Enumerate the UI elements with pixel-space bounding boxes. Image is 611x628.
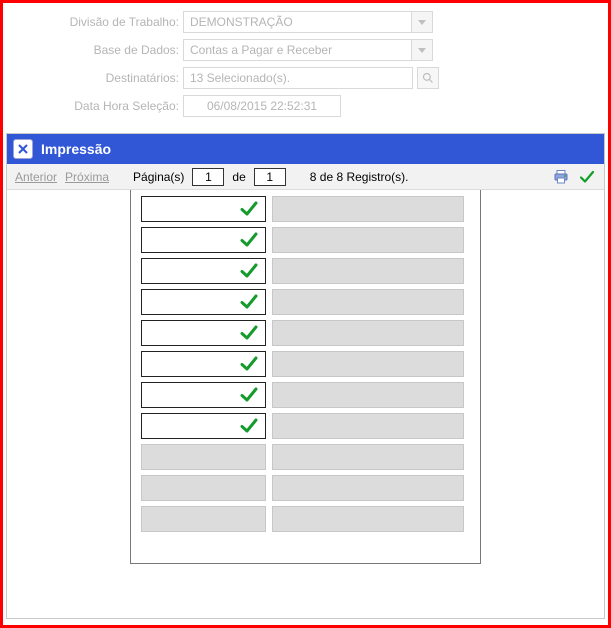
grid-row xyxy=(141,475,470,501)
page-current-input[interactable] xyxy=(192,168,224,186)
app-frame: Divisão de Trabalho: DEMONSTRAÇÃO Base d… xyxy=(0,0,611,628)
chevron-down-icon xyxy=(418,48,426,53)
grid-row xyxy=(141,413,470,439)
dest-label: Destinatários: xyxy=(13,71,183,85)
grid-cell-value xyxy=(272,196,464,222)
row-divisao: Divisão de Trabalho: DEMONSTRAÇÃO xyxy=(13,11,598,33)
grid-row xyxy=(141,506,470,532)
confirm-button[interactable] xyxy=(578,168,596,186)
print-button[interactable] xyxy=(552,168,570,186)
base-value: Contas a Pagar e Receber xyxy=(190,43,332,57)
datahora-label: Data Hora Seleção: xyxy=(13,99,183,113)
print-panel: Impressão Anterior Próxima Página(s) de … xyxy=(6,133,605,619)
search-icon xyxy=(422,72,434,84)
grid-cell-status xyxy=(141,444,266,470)
grid-cell-value xyxy=(272,289,464,315)
grid-cell-value xyxy=(272,320,464,346)
panel-content xyxy=(7,190,604,618)
datahora-field[interactable]: 06/08/2015 22:52:31 xyxy=(183,95,341,117)
grid-cell-value xyxy=(272,227,464,253)
row-datahora: Data Hora Seleção: 06/08/2015 22:52:31 xyxy=(13,95,598,117)
chevron-down-icon xyxy=(418,20,426,25)
grid-row xyxy=(141,444,470,470)
page-total-input[interactable] xyxy=(254,168,286,186)
grid-cell-value xyxy=(272,506,464,532)
grid-cell-value xyxy=(272,258,464,284)
check-icon xyxy=(239,292,259,312)
divisao-label: Divisão de Trabalho: xyxy=(13,15,183,29)
check-icon xyxy=(239,354,259,374)
grid-cell-status xyxy=(141,506,266,532)
grid-row xyxy=(141,382,470,408)
grid-cell-status xyxy=(141,320,266,346)
grid-cell-status xyxy=(141,289,266,315)
dest-field[interactable]: 13 Selecionado(s). xyxy=(183,67,413,89)
check-icon xyxy=(239,199,259,219)
confirm-check-icon xyxy=(579,169,595,185)
next-link[interactable]: Próxima xyxy=(65,170,109,184)
panel-title: Impressão xyxy=(41,141,111,157)
grid-row xyxy=(141,258,470,284)
grid-cell-status xyxy=(141,413,266,439)
prev-link[interactable]: Anterior xyxy=(15,170,57,184)
dest-value: 13 Selecionado(s). xyxy=(190,71,290,85)
panel-close-button[interactable] xyxy=(13,139,33,159)
base-dropdown[interactable]: Contas a Pagar e Receber xyxy=(183,39,433,61)
close-icon xyxy=(18,144,28,154)
grid-cell-status xyxy=(141,475,266,501)
grid-row xyxy=(141,227,470,253)
search-button[interactable] xyxy=(417,67,439,89)
panel-header: Impressão xyxy=(7,134,604,164)
grid-row xyxy=(141,351,470,377)
row-base: Base de Dados: Contas a Pagar e Receber xyxy=(13,39,598,61)
check-icon xyxy=(239,416,259,436)
of-label: de xyxy=(232,170,245,184)
grid-row xyxy=(141,320,470,346)
grid-cell-status xyxy=(141,227,266,253)
result-grid xyxy=(130,190,481,564)
base-label: Base de Dados: xyxy=(13,43,183,57)
check-icon xyxy=(239,385,259,405)
grid-cell-status xyxy=(141,351,266,377)
datahora-value: 06/08/2015 22:52:31 xyxy=(207,99,317,113)
filter-form: Divisão de Trabalho: DEMONSTRAÇÃO Base d… xyxy=(3,3,608,133)
grid-cell-value xyxy=(272,413,464,439)
check-icon xyxy=(239,261,259,281)
row-dest: Destinatários: 13 Selecionado(s). xyxy=(13,67,598,89)
records-text: 8 de 8 Registro(s). xyxy=(310,170,409,184)
grid-cell-value xyxy=(272,444,464,470)
grid-cell-value xyxy=(272,382,464,408)
grid-cell-status xyxy=(141,196,266,222)
divisao-value: DEMONSTRAÇÃO xyxy=(190,15,293,29)
check-icon xyxy=(239,230,259,250)
print-icon xyxy=(553,169,569,185)
grid-cell-status xyxy=(141,382,266,408)
divisao-dropdown[interactable]: DEMONSTRAÇÃO xyxy=(183,11,433,33)
pages-label: Página(s) xyxy=(133,170,184,184)
grid-cell-status xyxy=(141,258,266,284)
panel-toolbar: Anterior Próxima Página(s) de 8 de 8 Reg… xyxy=(7,164,604,190)
grid-row xyxy=(141,289,470,315)
grid-cell-value xyxy=(272,351,464,377)
grid-cell-value xyxy=(272,475,464,501)
check-icon xyxy=(239,323,259,343)
grid-row xyxy=(141,196,470,222)
